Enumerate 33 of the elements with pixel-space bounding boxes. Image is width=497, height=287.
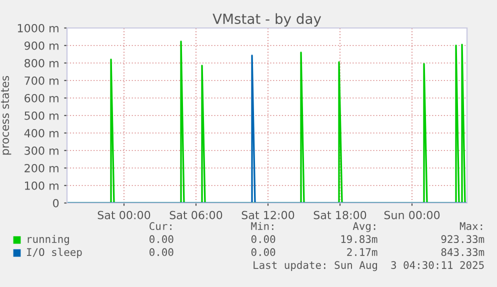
x-tick-label: Sat 12:00 [242,210,294,220]
text: 843.33m [441,248,484,256]
text: Last update: Sun Aug 3 04:30:11 2025 [254,260,484,272]
y-tick-label: 200 m [24,164,58,172]
x-tick-label: Sat 06:00 [170,210,222,220]
y-tick-label: 0 [53,198,59,208]
y-tick-label: 100 m [25,181,58,190]
y-tick-label: 400 m [24,128,58,138]
text: 19.83m [341,235,378,244]
text: Max: [460,222,482,230]
text: 0.00 [150,235,174,244]
text: 923.33m [441,235,484,244]
y-tick-label: 700 m [24,76,58,85]
text: 0.00 [150,248,174,256]
text: 0.00 [251,235,276,244]
text: 0.00 [251,248,276,256]
legend-label: running [28,234,69,246]
text: Min: [251,222,274,230]
chart-title: VMstat - by day [212,13,322,27]
y-tick-label: 600 m [24,94,58,102]
y-axis-title: process states [1,76,12,155]
y-tick-label: 500 m [24,111,58,120]
text: Cur: [150,222,172,230]
y-tick-label: 800 m [24,58,58,68]
legend-label: I/O sleep [27,248,82,258]
y-tick-label: 1000 m [18,24,58,32]
text: Avg: [352,222,376,232]
y-tick-label: 300 m [24,146,58,155]
x-tick-label: Sat 00:00 [98,210,150,220]
text: 2.17m [347,248,378,256]
x-tick-label: Sat 18:00 [314,210,366,220]
x-tick-label: Sun 00:00 [384,210,440,220]
y-tick-label: 900 m [24,41,58,50]
